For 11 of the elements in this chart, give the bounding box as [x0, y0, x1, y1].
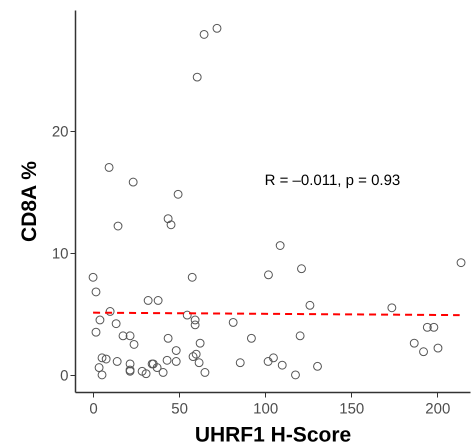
- x-tick-label: 100: [253, 400, 278, 418]
- y-axis-title: CD8A %: [18, 160, 41, 242]
- y-tick-label: 20: [52, 123, 68, 140]
- y-tick-label: 0: [60, 367, 68, 384]
- x-tick-label: 0: [89, 400, 98, 418]
- x-tick-label: 150: [339, 400, 364, 418]
- annotation: R = –0.011, p = 0.93: [264, 172, 400, 189]
- x-tick-label: 200: [425, 400, 450, 418]
- y-tick-label: 10: [52, 245, 68, 262]
- x-tick-label: 50: [171, 400, 188, 418]
- x-axis-title: UHRF1 H-Score: [194, 424, 352, 446]
